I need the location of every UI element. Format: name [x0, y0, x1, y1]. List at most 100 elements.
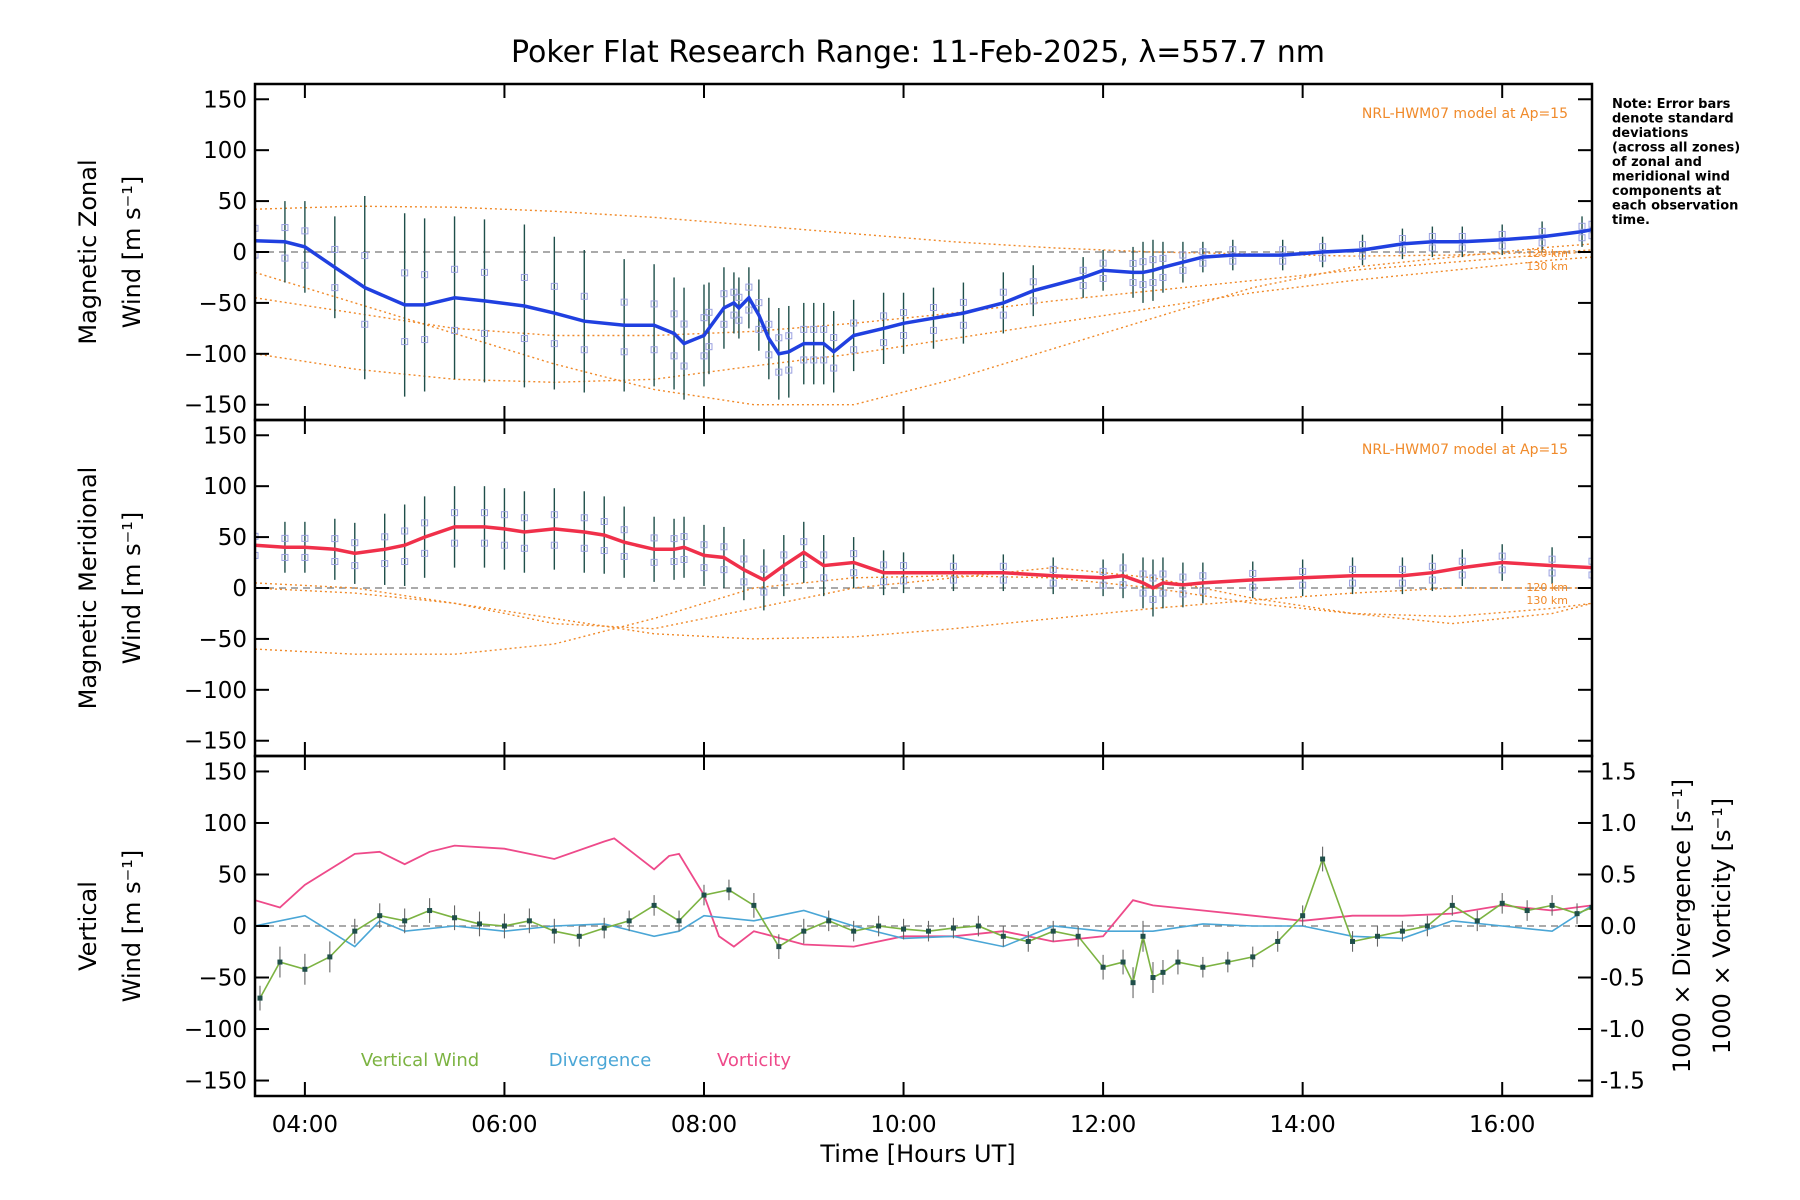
vertical-wind-point — [801, 928, 807, 934]
y-tick-label: −100 — [184, 678, 247, 704]
zone-point — [730, 288, 738, 296]
zone-point — [1498, 566, 1506, 574]
vertical-wind-point — [876, 923, 882, 929]
vertical-wind-point — [526, 918, 532, 924]
chart-title: Poker Flat Research Range: 11-Feb-2025, … — [511, 35, 1325, 70]
zone-point — [500, 541, 508, 549]
zone-point — [670, 558, 678, 566]
zone-point — [735, 316, 743, 324]
zone-point — [1199, 259, 1207, 267]
zone-point — [1359, 252, 1367, 260]
vertical-wind-point — [1424, 923, 1430, 929]
zone-point — [700, 541, 708, 549]
zone-point — [1458, 232, 1466, 240]
right-tick-label: 1.5 — [1600, 759, 1637, 785]
zone-point — [520, 544, 528, 552]
zone-point — [740, 555, 748, 563]
vertical-wind-point — [626, 918, 632, 924]
vertical-wind-point — [1300, 913, 1306, 919]
legend-vorticity: Vorticity — [717, 1050, 791, 1071]
km-label: 120 km — [1526, 247, 1568, 260]
zone-point — [1458, 244, 1466, 252]
zone-point — [1498, 242, 1506, 250]
vertical-wind-point — [726, 887, 732, 893]
zone-point — [1428, 244, 1436, 252]
zone-point — [730, 311, 738, 319]
zone-point — [1119, 564, 1127, 572]
zone-point — [1099, 274, 1107, 282]
model-label: NRL-HWM07 model at Ap=15 — [1362, 442, 1568, 458]
zone-point — [1139, 258, 1147, 266]
meridional-wind-line — [255, 525, 1592, 590]
zone-point — [451, 326, 459, 334]
zone-point — [421, 519, 429, 527]
zone-point — [949, 576, 957, 584]
zone-point — [900, 577, 908, 585]
note-line: Note: Error bars — [1612, 97, 1731, 112]
zone-point — [1538, 227, 1546, 235]
right-tick-label: -1.5 — [1600, 1069, 1645, 1095]
zone-point — [650, 346, 658, 354]
zone-point — [301, 261, 309, 269]
zone-point — [1319, 243, 1327, 251]
zone-point — [301, 553, 309, 561]
vertical-wind-point — [1449, 902, 1455, 908]
vertical-wind-point — [1250, 954, 1256, 960]
zone-point — [705, 308, 713, 316]
zone-point — [381, 533, 389, 541]
zone-point — [500, 511, 508, 519]
zone-point — [1139, 281, 1147, 289]
y-tick-label: 0 — [232, 914, 247, 940]
zone-point — [580, 292, 588, 300]
vertical-wind-point — [676, 918, 682, 924]
zone-point — [755, 299, 763, 307]
y-tick-label: 150 — [203, 423, 247, 449]
note-line: components at — [1612, 184, 1721, 199]
zone-point — [949, 562, 957, 570]
vertical-wind-point — [1350, 938, 1356, 944]
panel-frame — [253, 418, 1594, 758]
zone-point — [820, 325, 828, 333]
zone-point — [1079, 266, 1087, 274]
vertical-wind-point — [1320, 856, 1326, 862]
zone-point — [1349, 565, 1357, 573]
zone-point — [1159, 589, 1167, 597]
zone-point — [1279, 257, 1287, 265]
vertical-wind-point — [257, 995, 263, 1001]
zone-point — [281, 224, 289, 232]
y-tick-label: −50 — [198, 966, 247, 992]
zone-point — [880, 578, 888, 586]
zone-point — [830, 364, 838, 372]
zone-point — [1588, 557, 1592, 565]
zone-point — [1149, 574, 1157, 582]
zone-point — [999, 288, 1007, 296]
zone-point — [1398, 246, 1406, 254]
zone-point — [785, 366, 793, 374]
zone-point — [1428, 232, 1436, 240]
zone-point — [670, 352, 678, 360]
zone-point — [281, 534, 289, 542]
vertical-wind-point — [925, 928, 931, 934]
zone-point — [1029, 297, 1037, 305]
zone-point — [1319, 254, 1327, 262]
zone-point — [1578, 222, 1586, 230]
vertical-wind-point — [1120, 959, 1126, 965]
zone-point — [1079, 282, 1087, 290]
zone-point — [421, 336, 429, 344]
zone-point — [1099, 581, 1107, 589]
vertical-wind-point — [452, 915, 458, 921]
zone-point — [351, 562, 359, 570]
vertical-wind-point — [851, 928, 857, 934]
vertical-wind-point — [501, 923, 507, 929]
plot-area — [255, 837, 1592, 1011]
note-line: of zonal and — [1612, 155, 1702, 170]
zone-point — [775, 334, 783, 342]
y-tick-label: −100 — [184, 1017, 247, 1043]
zone-point — [1139, 589, 1147, 597]
zone-point — [670, 310, 678, 318]
zone-point — [680, 533, 688, 541]
zone-point — [740, 578, 748, 586]
plot-area — [255, 486, 1592, 655]
